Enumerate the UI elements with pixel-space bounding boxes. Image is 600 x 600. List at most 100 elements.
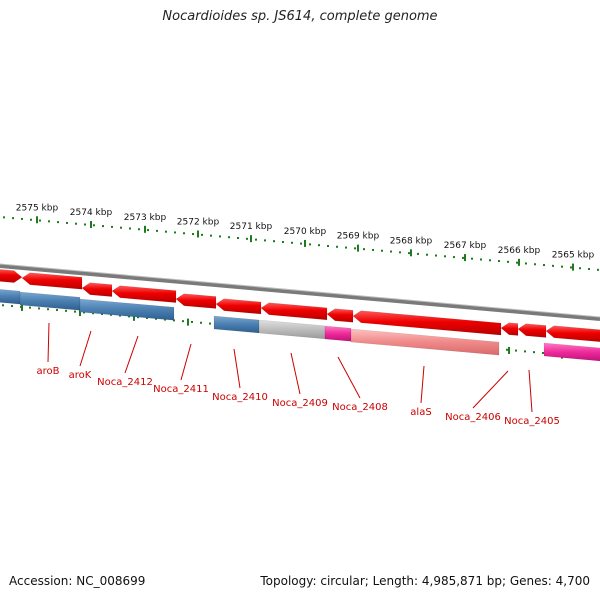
ruler-dot xyxy=(2,304,4,307)
ruler-major-tick xyxy=(572,263,574,271)
ruler-major-tick xyxy=(144,225,146,233)
gene-arrow xyxy=(81,282,113,297)
gene-arrow xyxy=(545,325,600,343)
ruler-dot xyxy=(12,217,14,220)
ruler-dot xyxy=(336,245,338,248)
ruler-dot xyxy=(381,249,383,252)
backbone-line xyxy=(0,264,600,321)
ruler-dot xyxy=(354,247,356,250)
ruler-dot xyxy=(345,246,347,249)
ruler-dot xyxy=(399,251,401,254)
category-bar xyxy=(258,319,326,340)
ruler-major-tick xyxy=(36,216,38,224)
ruler-dot xyxy=(156,229,158,232)
gene-arrow xyxy=(326,308,354,323)
ruler-dot xyxy=(515,349,517,352)
kbp-label: 2571 kbp xyxy=(230,222,273,232)
ruler-dot xyxy=(525,262,527,265)
ruler-major-tick xyxy=(197,230,199,238)
gene-label: Noca_2410 xyxy=(212,392,268,403)
ruler-dot xyxy=(489,259,491,262)
ruler-dot xyxy=(237,237,239,240)
ruler-dot xyxy=(138,228,140,231)
gene-label: Noca_2411 xyxy=(153,384,209,395)
ruler-dot xyxy=(363,248,365,251)
ruler-dot xyxy=(3,216,5,219)
ruler-major-tick xyxy=(304,239,306,247)
ruler-dot xyxy=(534,263,536,266)
gene-label: aroB xyxy=(37,366,60,377)
kbp-label: 2572 kbp xyxy=(177,217,220,227)
category-bar xyxy=(324,325,352,342)
ruler-dot xyxy=(65,309,67,312)
ruler-major-tick xyxy=(357,244,359,252)
ruler-major-tick xyxy=(21,303,23,311)
kbp-label: 2568 kbp xyxy=(390,236,433,246)
ruler-dot xyxy=(57,221,59,224)
ruler-major-tick xyxy=(518,258,520,266)
ruler-major-tick xyxy=(250,235,252,243)
kbp-label: 2570 kbp xyxy=(284,227,327,237)
ruler-major-tick xyxy=(187,318,189,326)
ruler-major-tick xyxy=(79,309,81,317)
ruler-dot xyxy=(165,230,167,233)
ruler-dot xyxy=(29,306,31,309)
ruler-dot xyxy=(597,268,599,271)
category-bar xyxy=(79,298,175,321)
gene-label: Noca_2408 xyxy=(332,402,388,413)
gene-arrow xyxy=(111,285,177,303)
leader-line xyxy=(180,343,192,381)
ruler-dot xyxy=(137,316,139,319)
ruler-dot xyxy=(173,319,175,322)
ruler-dot xyxy=(506,348,508,351)
gene-arrow xyxy=(21,272,83,290)
ruler-dot xyxy=(47,308,49,311)
ruler-dot xyxy=(182,320,184,323)
ruler-dot xyxy=(74,310,76,313)
leader-line xyxy=(528,369,533,413)
ruler-major-tick xyxy=(90,221,92,229)
ruler-dot xyxy=(588,268,590,271)
ruler-dot xyxy=(552,264,554,267)
ruler-dot xyxy=(200,321,202,324)
ruler-dot xyxy=(93,224,95,227)
ruler-dot xyxy=(273,240,275,243)
ruler-dot xyxy=(390,250,392,253)
kbp-ruler: 2575 kbp 2574 kbp 2573 kbp 2572 kbp 2571 kbp… xyxy=(2,203,599,359)
leader-line xyxy=(290,352,301,395)
kbp-label: 2573 kbp xyxy=(124,213,167,223)
ruler-dot xyxy=(309,243,311,246)
ruler-dot xyxy=(128,315,130,318)
ruler-dot xyxy=(164,318,166,321)
ruler-dot xyxy=(147,229,149,232)
gene-arrow xyxy=(260,302,328,321)
ruler-dot xyxy=(444,255,446,258)
ruler-dot xyxy=(480,258,482,261)
ruler-dot xyxy=(561,265,563,268)
gene-arrow xyxy=(215,298,262,315)
ruler-dot xyxy=(542,351,544,354)
ruler-dot xyxy=(453,256,455,259)
ruler-dot xyxy=(155,317,157,320)
ruler-major-tick xyxy=(410,249,412,257)
gene-label: Noca_2412 xyxy=(97,377,153,388)
ruler-dot xyxy=(498,260,500,263)
ruler-major-tick xyxy=(133,313,135,321)
ruler-dot xyxy=(209,322,211,325)
gene-arrow xyxy=(517,323,547,338)
ruler-dot xyxy=(318,244,320,247)
ruler-dot xyxy=(110,313,112,316)
leader-line xyxy=(124,335,139,374)
ruler-dot xyxy=(516,261,518,264)
ruler-dot xyxy=(11,305,13,308)
ruler-dot xyxy=(101,313,103,316)
ruler-dot xyxy=(228,236,230,239)
accession-text: Accession: NC_008699 xyxy=(9,574,146,588)
leader-line xyxy=(79,330,92,367)
kbp-label: 2569 kbp xyxy=(337,232,380,242)
ruler-dot xyxy=(39,219,41,222)
ruler-dot xyxy=(210,234,212,237)
ruler-dot xyxy=(38,307,40,310)
kbp-label: 2567 kbp xyxy=(444,241,487,251)
ruler-dot xyxy=(417,252,419,255)
